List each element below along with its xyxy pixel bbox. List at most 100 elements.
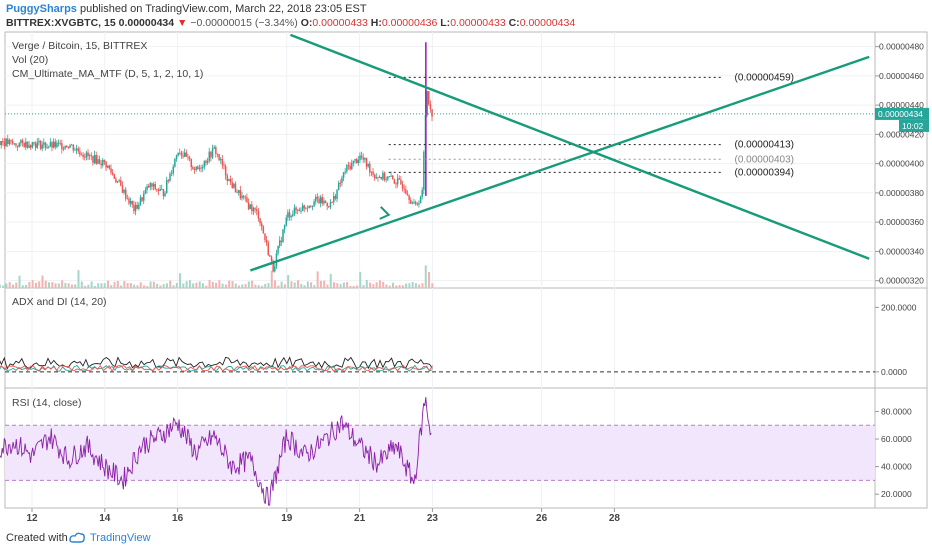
volume-bar xyxy=(113,282,116,288)
x-tick-label: 14 xyxy=(99,513,111,524)
volume-bar xyxy=(169,280,172,288)
candle-body xyxy=(31,142,34,148)
candle-body xyxy=(3,142,6,146)
candle-body xyxy=(326,202,328,207)
volume-bar xyxy=(28,281,31,288)
candle-body xyxy=(13,143,16,145)
candle-body xyxy=(285,217,288,226)
volume-bar xyxy=(90,281,93,288)
volume-bar xyxy=(21,285,24,288)
volume-bar xyxy=(38,281,41,288)
candle-body xyxy=(165,180,168,194)
fib-level-label: (0.00000459) xyxy=(735,72,795,83)
candle-body xyxy=(172,166,175,174)
candle-body xyxy=(292,214,294,217)
candle-body xyxy=(152,184,155,187)
candle-body xyxy=(262,226,265,234)
high-value: 0.00000436 xyxy=(381,17,438,29)
volume-bar xyxy=(175,283,178,288)
candle-body xyxy=(270,256,273,261)
candle-body xyxy=(213,147,215,149)
candle-body xyxy=(239,190,242,199)
candle-body xyxy=(149,183,152,188)
candle-body xyxy=(18,143,21,147)
candle-body xyxy=(247,202,250,210)
candle-body xyxy=(138,204,140,209)
adx-y-tick-label: 0.0000 xyxy=(881,367,907,377)
candle-body xyxy=(318,198,320,204)
candle-body xyxy=(177,152,179,156)
tradingview-brand-link[interactable]: TradingView xyxy=(90,532,151,544)
rsi-y-tick-label: 40.0000 xyxy=(881,462,912,472)
candle-body xyxy=(398,178,401,180)
candle-body xyxy=(161,188,163,190)
candle-body xyxy=(390,175,392,177)
candle-body xyxy=(296,209,299,211)
ma-indicator-label: CM_Ultimate_MA_MTF (D, 5, 1, 2, 10, 1) xyxy=(12,68,204,80)
volume-bar xyxy=(195,282,198,288)
y-tick-label: 0.00000340 xyxy=(879,246,924,256)
candle-body xyxy=(111,172,114,175)
candle-body xyxy=(352,160,355,163)
author-link[interactable]: PuggySharps xyxy=(6,3,77,15)
candle-body xyxy=(131,200,134,205)
main-pane-title: Verge / Bitcoin, 15, BITTREX xyxy=(12,40,148,52)
volume-bar xyxy=(123,281,126,288)
candle-body xyxy=(226,175,229,182)
volume-bar xyxy=(208,280,211,288)
candle-body xyxy=(59,142,61,144)
candle-body xyxy=(115,178,117,183)
candle-body xyxy=(280,240,283,243)
y-tick-label: 0.00000440 xyxy=(879,100,924,110)
volume-bar xyxy=(277,285,280,288)
fib-level-label: (0.00000394) xyxy=(735,167,795,178)
volume-bar xyxy=(336,283,339,288)
candle-body xyxy=(303,205,306,209)
candle-body xyxy=(429,104,432,110)
candle-body xyxy=(134,204,137,212)
candle-body xyxy=(121,185,124,193)
candle-body xyxy=(110,168,112,173)
price-change: −0.00000015 (−3.34%) xyxy=(190,17,298,29)
candle-body xyxy=(336,189,338,199)
candle-body xyxy=(211,148,214,158)
candle-body xyxy=(185,152,188,157)
volume-bar xyxy=(192,283,195,288)
candle-body xyxy=(90,155,93,157)
candle-body xyxy=(426,91,428,116)
candle-body xyxy=(126,198,129,200)
volume-bar xyxy=(319,280,322,288)
candle-body xyxy=(400,179,402,185)
candle-body xyxy=(233,183,235,188)
candle-body xyxy=(72,144,75,151)
candle-body xyxy=(170,173,173,175)
candle-body xyxy=(95,155,98,164)
volume-bar xyxy=(362,284,365,288)
volume-bar xyxy=(149,281,152,288)
volume-bar xyxy=(172,285,175,288)
volume-bar xyxy=(241,284,244,288)
candle-body xyxy=(315,196,317,202)
timer-tag xyxy=(899,119,929,132)
volume-bar xyxy=(18,275,21,288)
candle-body xyxy=(383,172,386,180)
candle-body xyxy=(259,218,261,224)
candle-body xyxy=(347,165,350,166)
candle-body xyxy=(28,145,30,148)
volume-bar xyxy=(2,285,5,288)
candle-body xyxy=(224,166,227,176)
candle-body xyxy=(36,142,39,148)
chart-canvas[interactable]: 0.00000434 10:02 (0.00000459) (0.00000413) (… xyxy=(0,0,932,528)
volume-bar xyxy=(375,282,378,288)
candle-body xyxy=(295,207,297,211)
volume-bar xyxy=(136,285,139,288)
candle-body xyxy=(88,155,91,157)
y-tick-label: 0.00000460 xyxy=(879,71,924,81)
candle-body xyxy=(344,171,346,173)
volume-bar xyxy=(287,275,290,288)
y-tick-label: 0.00000320 xyxy=(879,276,924,286)
volume-bar xyxy=(70,284,73,288)
candle-body xyxy=(329,202,332,208)
candle-body xyxy=(372,171,374,175)
candle-body xyxy=(333,195,335,203)
